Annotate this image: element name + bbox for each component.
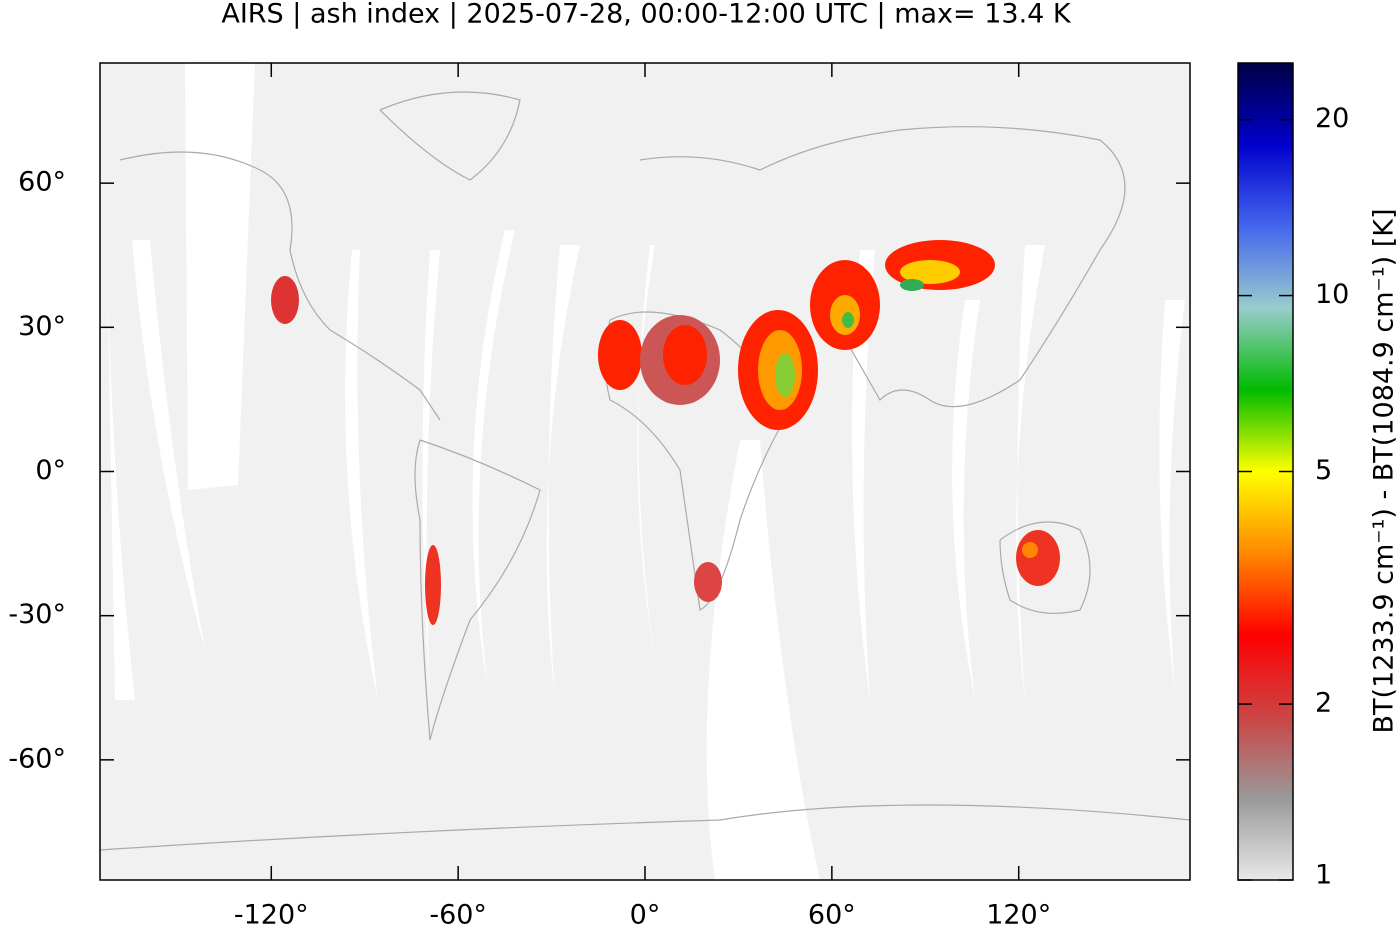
coastlines <box>100 91 1190 851</box>
map <box>100 63 1190 880</box>
x-tick-label: -60° <box>429 900 487 931</box>
y-tick-label: 30° <box>18 311 66 342</box>
y-tick-label: -30° <box>8 599 66 630</box>
y-tick-label: 0° <box>35 455 66 486</box>
colorbar-label: BT(1233.9 cm⁻¹) - BT(1084.9 cm⁻¹) [K] <box>1369 209 1400 734</box>
colorbar-tick-label: 2 <box>1315 688 1332 719</box>
ash-index-field <box>271 240 1060 625</box>
x-tick-label: 60° <box>808 900 856 931</box>
colorbar-tick-label: 1 <box>1315 860 1332 891</box>
y-tick-label: -60° <box>8 743 66 774</box>
colorbar-tick-label: 10 <box>1315 279 1349 310</box>
colorbar-tick-label: 5 <box>1315 455 1332 486</box>
x-tick-label: 0° <box>630 900 661 931</box>
map-background <box>100 63 1190 880</box>
swath-gaps <box>108 63 1185 880</box>
y-tick-label: 60° <box>18 167 66 198</box>
x-tick-label: -120° <box>234 900 309 931</box>
chart-title: AIRS | ash index | 2025-07-28, 00:00-12:… <box>221 0 1072 30</box>
colorbar-tick-label: 20 <box>1315 103 1349 134</box>
x-tick-label: 120° <box>986 900 1051 931</box>
